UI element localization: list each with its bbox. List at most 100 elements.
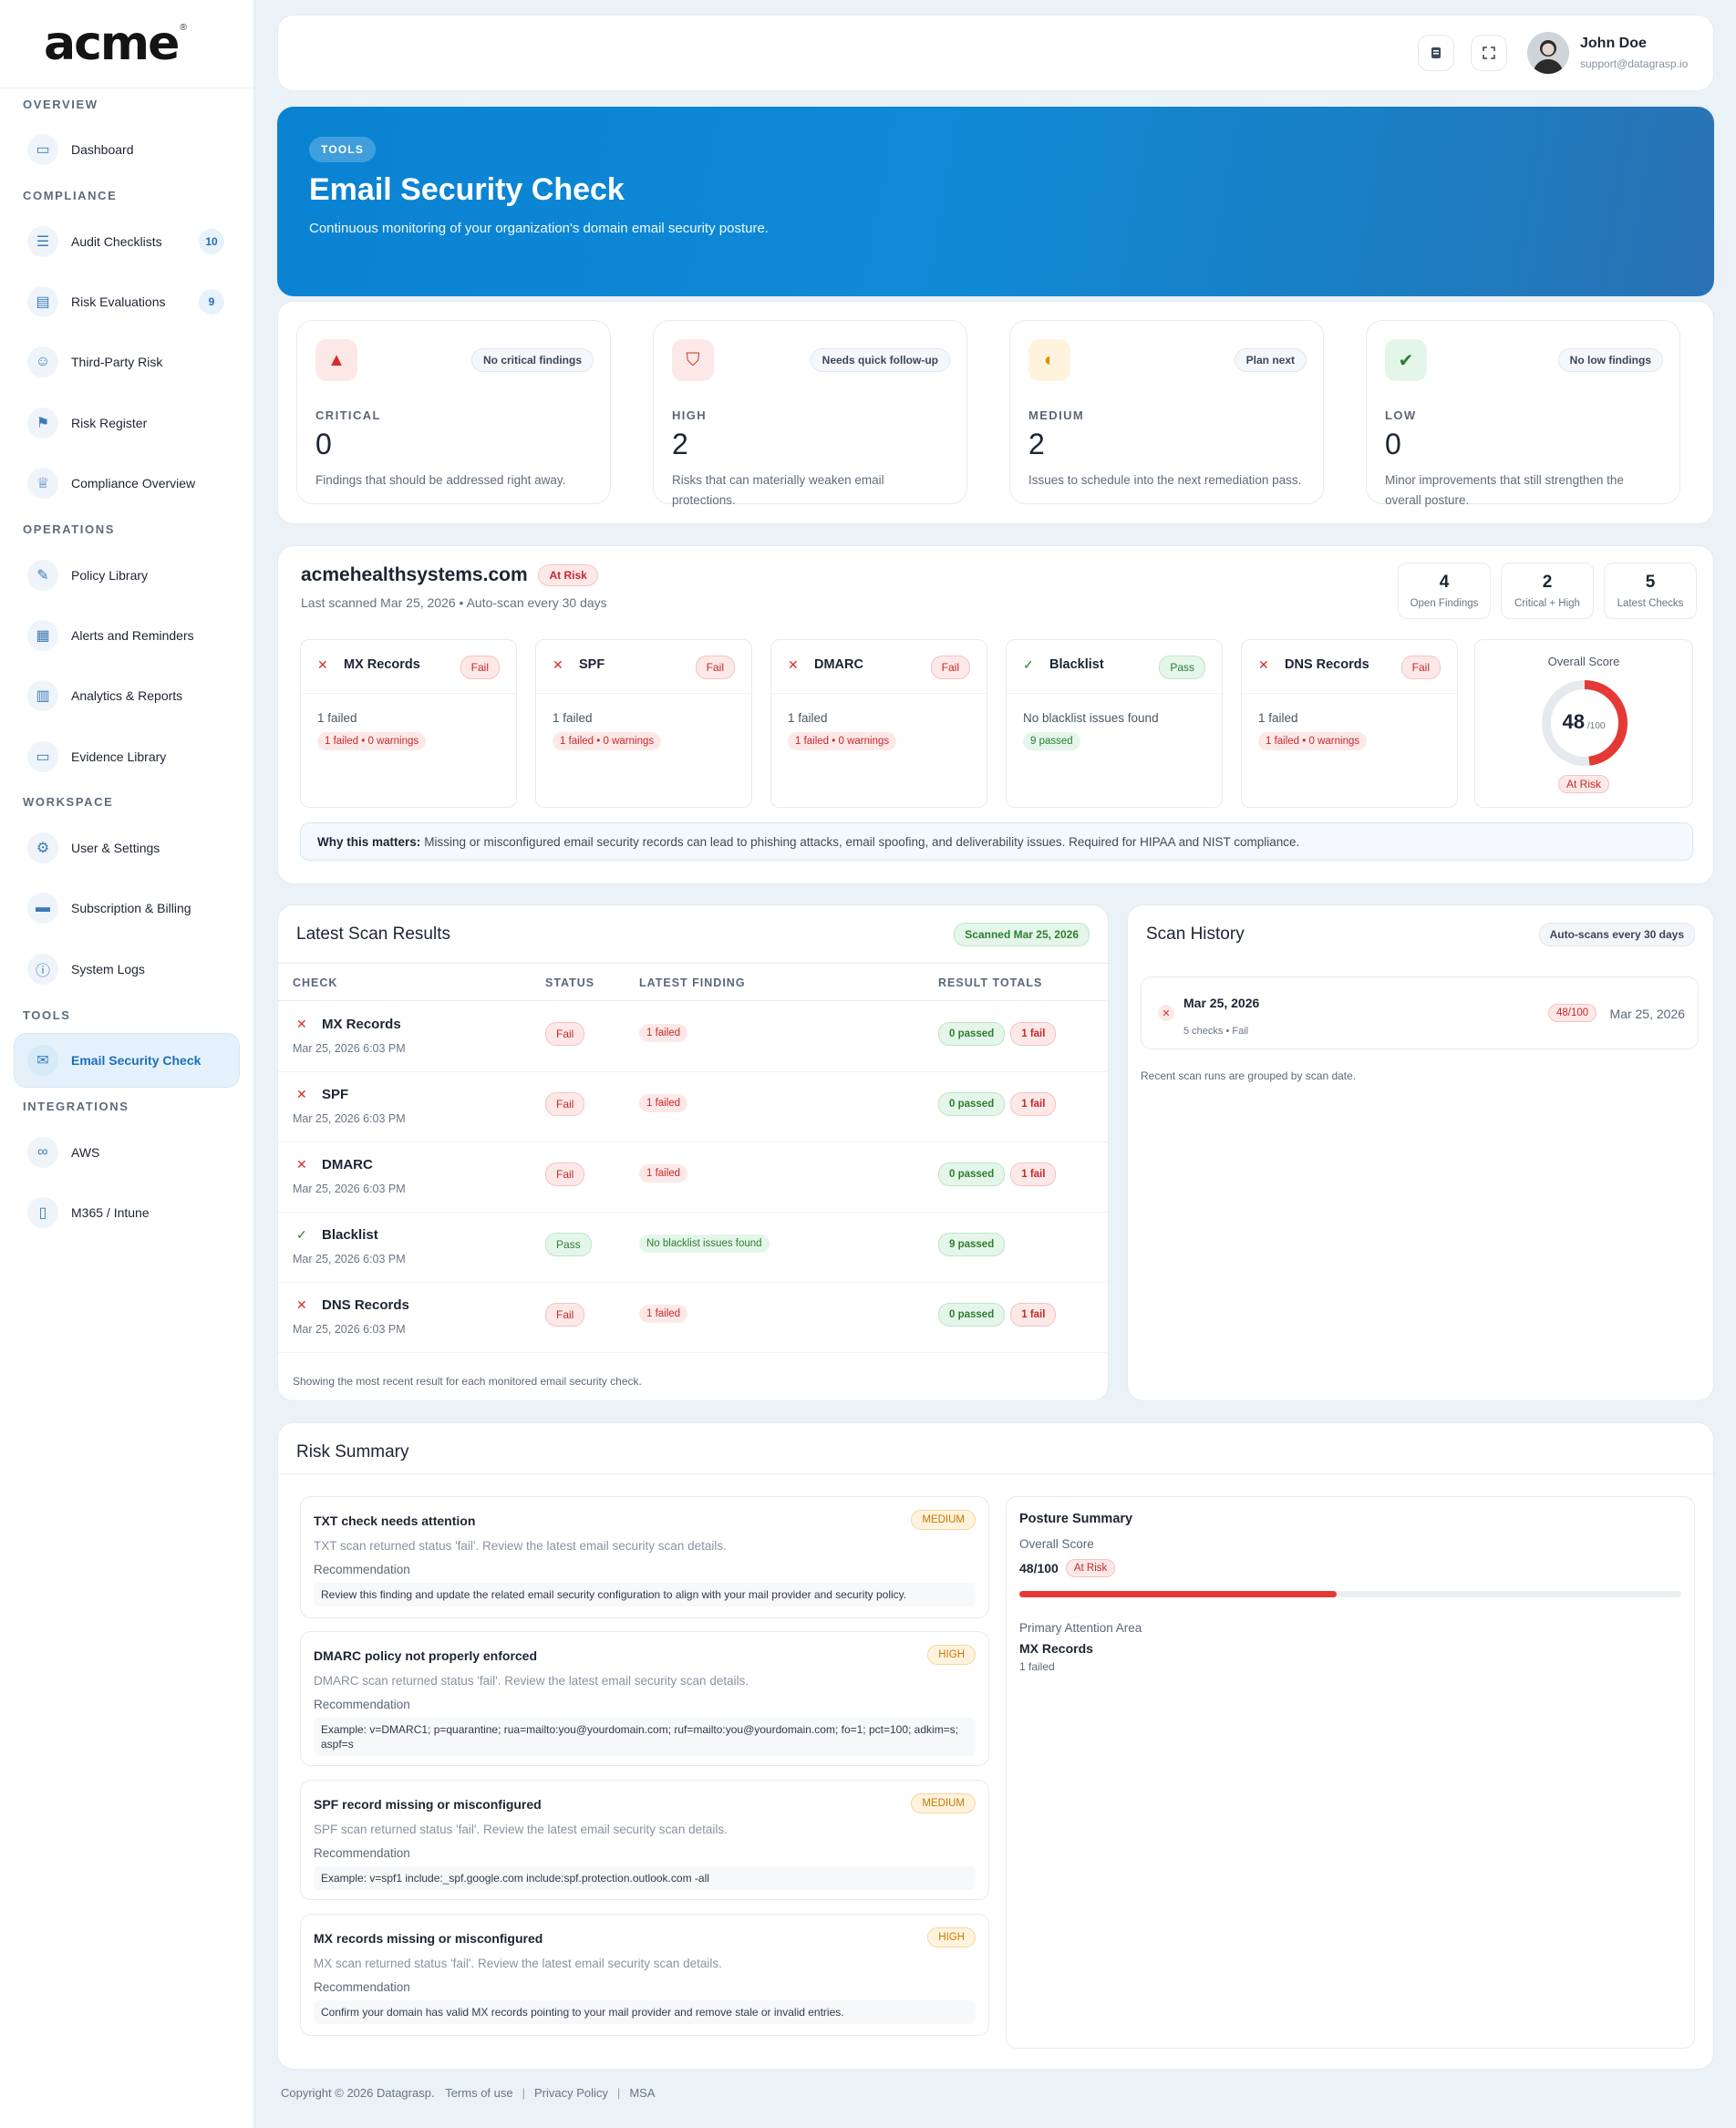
flag-icon: ⚑ [27,407,58,439]
check-icon: ✓ [1023,657,1034,672]
top-bar: John Doe support@datagrasp.io [277,15,1714,91]
status-badge: Fail [545,1162,585,1186]
fail-count-badge: 1 fail [1010,1303,1057,1327]
severity-card-medium: ◐ Plan next MEDIUM 2 Issues to schedule into… [1009,320,1324,504]
link-icon: ∞ [27,1136,58,1168]
privacy-link[interactable]: Privacy Policy [534,2086,608,2100]
sidebar-item-analytics-reports[interactable]: ▥ Analytics & Reports [0,666,253,726]
sidebar-item-compliance-overview[interactable]: ♕ Compliance Overview [0,453,253,513]
mail-shield-icon: ✉ [27,1045,58,1077]
check-status-badge: Pass [1159,656,1205,679]
card-icon: ▬ [27,893,58,925]
severity-level: HIGH [672,408,708,422]
auto-scan-badge: Auto-scans every 30 days [1538,923,1695,946]
sidebar-item-label: Audit Checklists [71,233,162,249]
table-row[interactable]: ✓ Blacklist Mar 25, 2026 6:03 PM Pass No bla… [278,1213,1110,1283]
calendar-icon: ▦ [27,619,58,651]
scan-date: Mar 25, 2026 6:03 PM [293,1042,406,1055]
table-row[interactable]: ✕ DNS Records Mar 25, 2026 6:03 PM Fail 1 fa… [278,1283,1110,1353]
sidebar-item-label: AWS [71,1144,100,1160]
check-name: MX Records [344,657,420,672]
sidebar-item-label: Policy Library [71,567,149,583]
severity-count: 0 [1385,428,1401,460]
table-row[interactable]: ✕ MX Records Mar 25, 2026 6:03 PM Fail 1 fai… [278,1002,1110,1072]
check-card-spf[interactable]: ✕ SPF Fail 1 failed 1 failed • 0 warnings [535,639,752,808]
recommendation-label: Recommendation [314,1698,410,1711]
trophy-icon: ♕ [27,468,58,500]
sidebar-item-dashboard[interactable]: ▭ Dashboard [0,119,253,180]
sidebar-item-risk-evaluations[interactable]: ▤ Risk Evaluations 9 [0,272,253,332]
sidebar-item-user-settings[interactable]: ⚙ User & Settings [0,818,253,878]
nav-section-title: OVERVIEW [23,97,98,111]
sidebar-item-label: Subscription & Billing [71,901,191,916]
passed-count-badge: 0 passed [938,1092,1006,1116]
risk-item[interactable]: SPF record missing or misconfigured MEDIU… [300,1780,989,1900]
table-header: CHECK STATUS LATEST FINDING RESULT TOTAL… [278,963,1110,1001]
risk-item[interactable]: TXT check needs attention MEDIUM TXT scan … [300,1496,989,1618]
scan-info: Last scanned Mar 25, 2026 • Auto-scan ev… [301,595,607,610]
risk-summary-text: SPF scan returned status 'fail'. Review … [314,1823,728,1836]
document-icon: ▤ [27,285,58,317]
check-summary: No blacklist issues found [1023,711,1159,725]
severity-description: Findings that should be addressed right … [315,473,566,487]
check-name: MX Records [322,1017,401,1032]
section-title: Risk Summary [296,1442,409,1462]
sidebar: acme ® OVERVIEW ▭ Dashboard COMPLIANCE ☰ Audit… [0,0,254,2128]
sidebar-item-alerts-and-reminders[interactable]: ▦ Alerts and Reminders [0,605,253,666]
sidebar-item-third-party-risk[interactable]: ☺ Third-Party Risk [0,332,253,392]
msa-link[interactable]: MSA [629,2086,656,2100]
overall-score-card: Overall Score 48/100 At Risk [1474,639,1693,808]
sidebar-nav: OVERVIEW ▭ Dashboard COMPLIANCE ☰ Audit Check… [0,88,253,1243]
sidebar-item-audit-checklists[interactable]: ☰ Audit Checklists 10 [0,211,253,271]
hero-banner: TOOLS Email Security Check Continuous mo… [277,107,1714,296]
logo[interactable]: acme ® [0,0,253,88]
severity-count: 2 [672,428,688,460]
terms-link[interactable]: Terms of use [445,2086,513,2100]
severity-summary: ▲ No critical findings CRITICAL 0 Findings t… [277,301,1714,524]
stat-box: 5 Latest Checks [1604,563,1697,619]
avatar[interactable] [1527,32,1569,74]
table-row[interactable]: ✕ DMARC Mar 25, 2026 6:03 PM Fail 1 failed 0 … [278,1142,1110,1213]
users-icon: ☺ [27,346,58,378]
score-value: 48 [1562,710,1585,733]
fail-icon: ✕ [788,657,799,672]
sidebar-item-label: Risk Register [71,415,148,430]
why-this-matters: Why this matters: Missing or misconfigure… [300,822,1693,861]
sidebar-item-policy-library[interactable]: ✎ Policy Library [0,544,253,604]
sidebar-item-email-security-check[interactable]: ✉ Email Security Check [0,1030,253,1090]
sidebar-item-subscription-billing[interactable]: ▬ Subscription & Billing [0,878,253,938]
sidebar-item-label: System Logs [71,961,145,976]
passed-count-badge: 0 passed [938,1022,1006,1046]
sidebar-item-risk-register[interactable]: ⚑ Risk Register [0,393,253,453]
notes-button[interactable] [1418,35,1454,71]
check-name: DMARC [322,1157,373,1172]
history-item[interactable]: ✕ Mar 25, 2026 5 checks • Fail 48/100 Ma… [1141,976,1699,1049]
nav-section-title: COMPLIANCE [23,188,118,202]
status-badge: Pass [545,1233,592,1256]
stat-box: 2 Critical + High [1501,563,1594,619]
risk-item[interactable]: MX records missing or misconfigured HIGH M… [300,1914,989,2036]
sidebar-item-system-logs[interactable]: ⓘ System Logs [0,939,253,999]
recommendation-text: Review this finding and update the relat… [314,1583,976,1606]
check-card-blacklist[interactable]: ✓ Blacklist Pass No blacklist issues found 9… [1006,639,1223,808]
sidebar-item-m365-intune[interactable]: ▯ M365 / Intune [0,1183,253,1243]
check-card-dns-records[interactable]: ✕ DNS Records Fail 1 failed 1 failed • 0 war… [1241,639,1458,808]
passed-count-badge: 0 passed [938,1303,1006,1327]
page-subtitle: Continuous monitoring of your organizati… [309,221,769,236]
scan-date: Mar 25, 2026 6:03 PM [293,1112,406,1125]
scanned-badge: Scanned Mar 25, 2026 [954,923,1090,946]
check-card-dmarc[interactable]: ✕ DMARC Fail 1 failed 1 failed • 0 warnings [770,639,987,808]
risk-item[interactable]: DMARC policy not properly enforced HIGH DM… [300,1631,989,1766]
posture-progress-bar [1019,1591,1681,1597]
nav-section-title: INTEGRATIONS [23,1099,129,1113]
fullscreen-button[interactable] [1471,35,1507,71]
sidebar-item-evidence-library[interactable]: ▭ Evidence Library [0,727,253,787]
check-card-mx-records[interactable]: ✕ MX Records Fail 1 failed 1 failed • 0 warn… [300,639,517,808]
severity-level: MEDIUM [1028,408,1085,422]
check-summary: 1 failed [1258,711,1298,725]
severity-level: CRITICAL [315,408,381,422]
passed-count-badge: 9 passed [938,1233,1006,1256]
table-row[interactable]: ✕ SPF Mar 25, 2026 6:03 PM Fail 1 failed 0 pa… [278,1072,1110,1142]
sidebar-item-aws[interactable]: ∞ AWS [0,1121,253,1182]
severity-card-low: ✔ No low findings LOW 0 Minor improvements t… [1366,320,1680,507]
